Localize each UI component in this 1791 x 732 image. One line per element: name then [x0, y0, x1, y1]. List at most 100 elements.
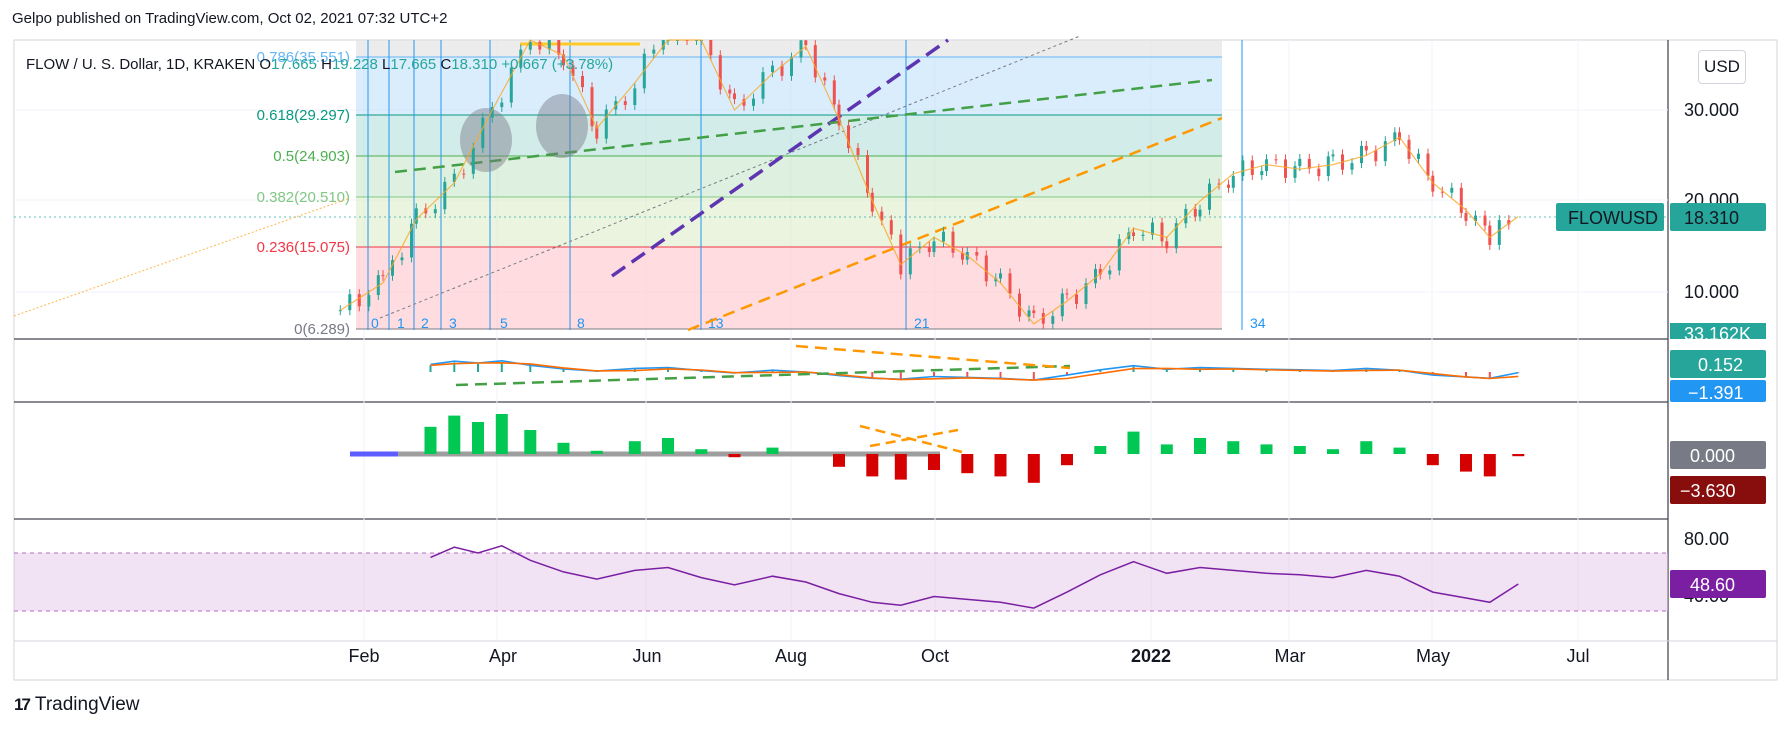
- momentum-bar: [524, 430, 537, 454]
- macd-hist-bar: [1517, 372, 1520, 373]
- price-tick: 30.000: [1684, 100, 1739, 120]
- legend-high-label: H: [321, 56, 332, 73]
- time-tick: May: [1416, 646, 1450, 666]
- momentum-bar: [1094, 446, 1107, 454]
- green-dashed-trendline: [394, 78, 1213, 174]
- macd-hist-bar: [667, 368, 669, 372]
- signal-badge: [1670, 380, 1766, 402]
- fib-label-0: 0(6.289): [294, 321, 350, 338]
- legend-change: +0.667 (+3.78%): [501, 56, 614, 73]
- macd-hist-bar: [1488, 372, 1491, 378]
- rsi-band: [14, 553, 1668, 611]
- last-price-text: 18.310: [1684, 208, 1739, 228]
- macd-hist-bar: [1465, 372, 1467, 377]
- macd-hist-bar: [453, 362, 456, 372]
- macd-hist-bar: [999, 372, 1002, 378]
- momentum-bar: [628, 441, 641, 454]
- price-tick: 10.000: [1684, 282, 1739, 302]
- momentum-bar: [1460, 454, 1472, 472]
- time-tick: Oct: [921, 646, 949, 666]
- orange-dotted-trendline: [13, 197, 351, 317]
- momentum-bar: [961, 454, 974, 474]
- fib-time-label: 3: [449, 315, 457, 331]
- momentum-pane: [350, 414, 1525, 483]
- rsi-value-text: 48.60: [1690, 575, 1735, 595]
- momentum-current-text: −3.630: [1680, 481, 1736, 501]
- fib-time-zones: [367, 40, 1243, 330]
- time-tick: Mar: [1275, 646, 1306, 666]
- momentum-bar: [424, 426, 437, 454]
- symbol-badge: [1556, 203, 1664, 231]
- momentum-bar: [1512, 454, 1525, 457]
- macd-hist-bar: [1165, 369, 1168, 372]
- legend-high: 19.228: [331, 56, 378, 73]
- macd-hist-bar: [562, 369, 565, 372]
- symbol-legend: FLOW / U. S. Dollar, 1D, KRAKEN O17.665 …: [26, 56, 613, 73]
- macd-hist-bar: [1232, 368, 1235, 372]
- macd-hist-bar: [1265, 369, 1268, 372]
- momentum-bar: [1027, 454, 1040, 483]
- momentum-bar: [695, 449, 708, 454]
- fib-time-label: 21: [914, 315, 930, 331]
- momentum-bar: [1160, 444, 1173, 454]
- time-axis: Feb Apr Jun Aug Oct 2022 Mar May Jul: [348, 646, 1589, 666]
- momentum-bar: [1426, 454, 1439, 466]
- fib-label-382: 0.382(20.510): [257, 189, 350, 206]
- momentum-bar: [994, 454, 1007, 477]
- macd-green-dashed-trendline: [455, 364, 1071, 387]
- macd-badge: [1670, 350, 1766, 378]
- tradingview-mark-icon: 17: [14, 695, 31, 714]
- purple-dashed-trendline: [610, 38, 950, 278]
- momentum-bar: [766, 447, 779, 454]
- macd-hist-bar: [429, 365, 432, 372]
- price-badges: FLOWUSD 18.310 33.162K 0.152 −1.391 0.00…: [1556, 203, 1766, 598]
- currency-button[interactable]: USD: [1698, 50, 1746, 84]
- fib-time-label: 13: [708, 315, 724, 331]
- momentum-current-badge: [1670, 476, 1766, 504]
- rsi-pane: [14, 544, 1668, 612]
- macd-orange-dashed-trendline: [795, 344, 1071, 370]
- price-close-line: [339, 39, 1519, 325]
- publisher-header: Gelpo published on TradingView.com, Oct …: [12, 10, 448, 27]
- momentum-bar: [557, 442, 570, 454]
- momentum-bar: [1194, 438, 1206, 454]
- momentum-bar: [590, 450, 603, 454]
- macd-hist-bar: [771, 370, 774, 372]
- time-tick: Apr: [489, 646, 517, 666]
- fib-retracement: [14, 40, 1668, 330]
- momentum-bar: [1260, 444, 1273, 454]
- fib-band-5-618: [356, 115, 1222, 156]
- fib-band-236-382: [356, 197, 1222, 247]
- momentum-bar: [662, 438, 674, 454]
- momentum-bar: [448, 415, 461, 454]
- momentum-bars: [424, 414, 1525, 483]
- time-tick: Aug: [775, 646, 807, 666]
- legend-close: 18.310: [451, 56, 498, 73]
- momentum-bar: [1393, 447, 1406, 454]
- macd-hist-bar: [1398, 370, 1401, 372]
- last-price-badge: [1670, 203, 1766, 231]
- macd-hist-bar: [1066, 372, 1068, 375]
- momentum-bar: [1061, 454, 1073, 466]
- momentum-zero-text: 0.000: [1690, 446, 1735, 466]
- momentum-bar: [1227, 441, 1240, 454]
- momentum-bar: [1483, 454, 1496, 477]
- fib-time-label: 34: [1250, 315, 1266, 331]
- macd-hist-bar: [871, 372, 874, 378]
- rsi-tick: 80.00: [1684, 529, 1729, 549]
- legend-low-label: L: [382, 56, 391, 73]
- tradingview-logo[interactable]: 17 TradingView: [14, 694, 139, 716]
- momentum-bar: [894, 454, 907, 480]
- highlight-circle: [536, 94, 588, 158]
- macd-hist-bar: [966, 372, 969, 377]
- rsi-line: [430, 544, 1519, 609]
- momentum-bar: [472, 422, 484, 454]
- fib-band-786: [356, 40, 1222, 57]
- symbol-badge-text: FLOWUSD: [1568, 208, 1658, 228]
- momentum-bar: [1293, 446, 1306, 454]
- signal-value-text: −1.391: [1688, 383, 1744, 403]
- time-tick: Feb: [348, 646, 379, 666]
- orange-dashed-trendline: [687, 116, 1223, 332]
- volume-badge: [1670, 323, 1766, 339]
